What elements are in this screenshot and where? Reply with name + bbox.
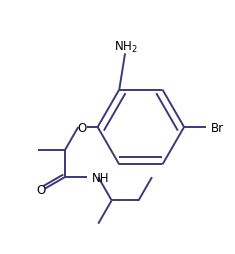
Text: O: O <box>36 184 45 197</box>
Text: O: O <box>78 122 87 135</box>
Text: NH$_2$: NH$_2$ <box>114 40 138 55</box>
Text: Br: Br <box>211 122 223 135</box>
Text: NH: NH <box>92 172 109 185</box>
